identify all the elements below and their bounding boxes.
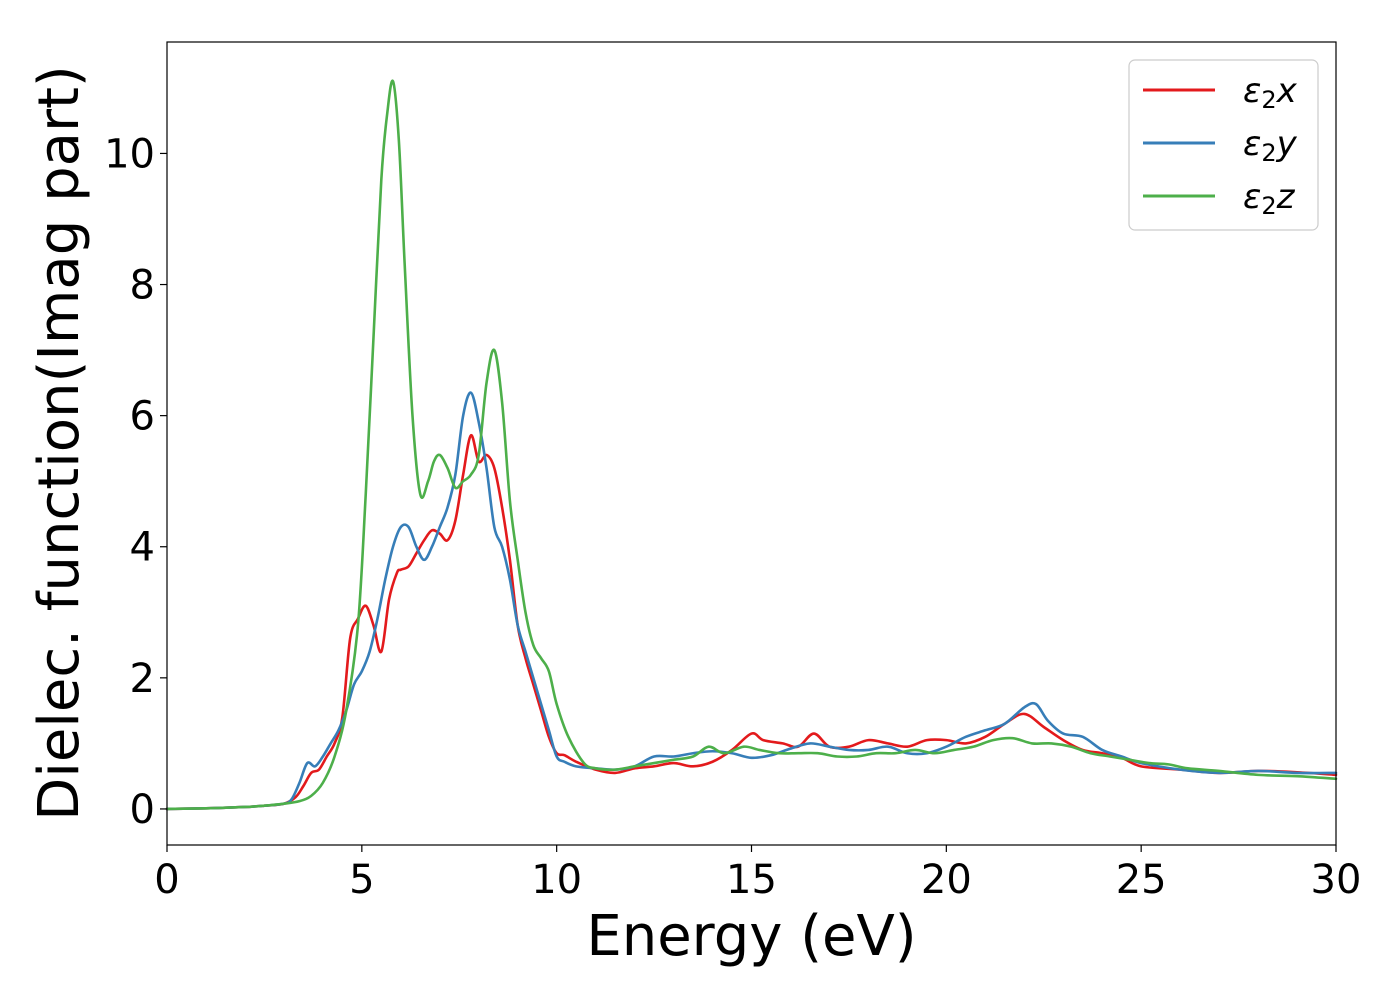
x-tick-label: 0 xyxy=(154,857,179,903)
y-tick-label: 6 xyxy=(130,394,155,440)
y-tick-label: 0 xyxy=(130,787,155,833)
legend: ε2x ε2y ε2z xyxy=(1128,59,1319,231)
x-axis-label: Energy (eV) xyxy=(586,904,916,969)
x-axis: 0 5 10 15 20 25 30 xyxy=(154,845,1361,903)
x-tick-label: 20 xyxy=(921,857,972,903)
legend-label-z: ε2z xyxy=(1243,177,1296,220)
series-line-y xyxy=(165,391,1338,811)
x-tick-label: 25 xyxy=(1116,857,1167,903)
legend-label-y: ε2y xyxy=(1243,124,1298,167)
series-line-z xyxy=(165,79,1338,811)
y-tick-label: 2 xyxy=(130,656,155,702)
legend-box xyxy=(1128,59,1319,231)
x-tick-label: 10 xyxy=(531,857,582,903)
y-axis-label: Dielec. function(Imag part) xyxy=(27,65,92,821)
y-tick-label: 8 xyxy=(130,263,155,309)
y-tick-label: 10 xyxy=(104,131,155,177)
x-tick-label: 15 xyxy=(726,857,777,903)
x-tick-label: 30 xyxy=(1311,857,1362,903)
legend-label-x: ε2x xyxy=(1243,71,1298,114)
y-tick-label: 4 xyxy=(130,525,155,571)
y-axis: 0 2 4 6 8 10 xyxy=(104,131,167,833)
series-line-x xyxy=(165,434,1338,811)
x-tick-label: 5 xyxy=(349,857,374,903)
series-lines xyxy=(165,79,1338,811)
